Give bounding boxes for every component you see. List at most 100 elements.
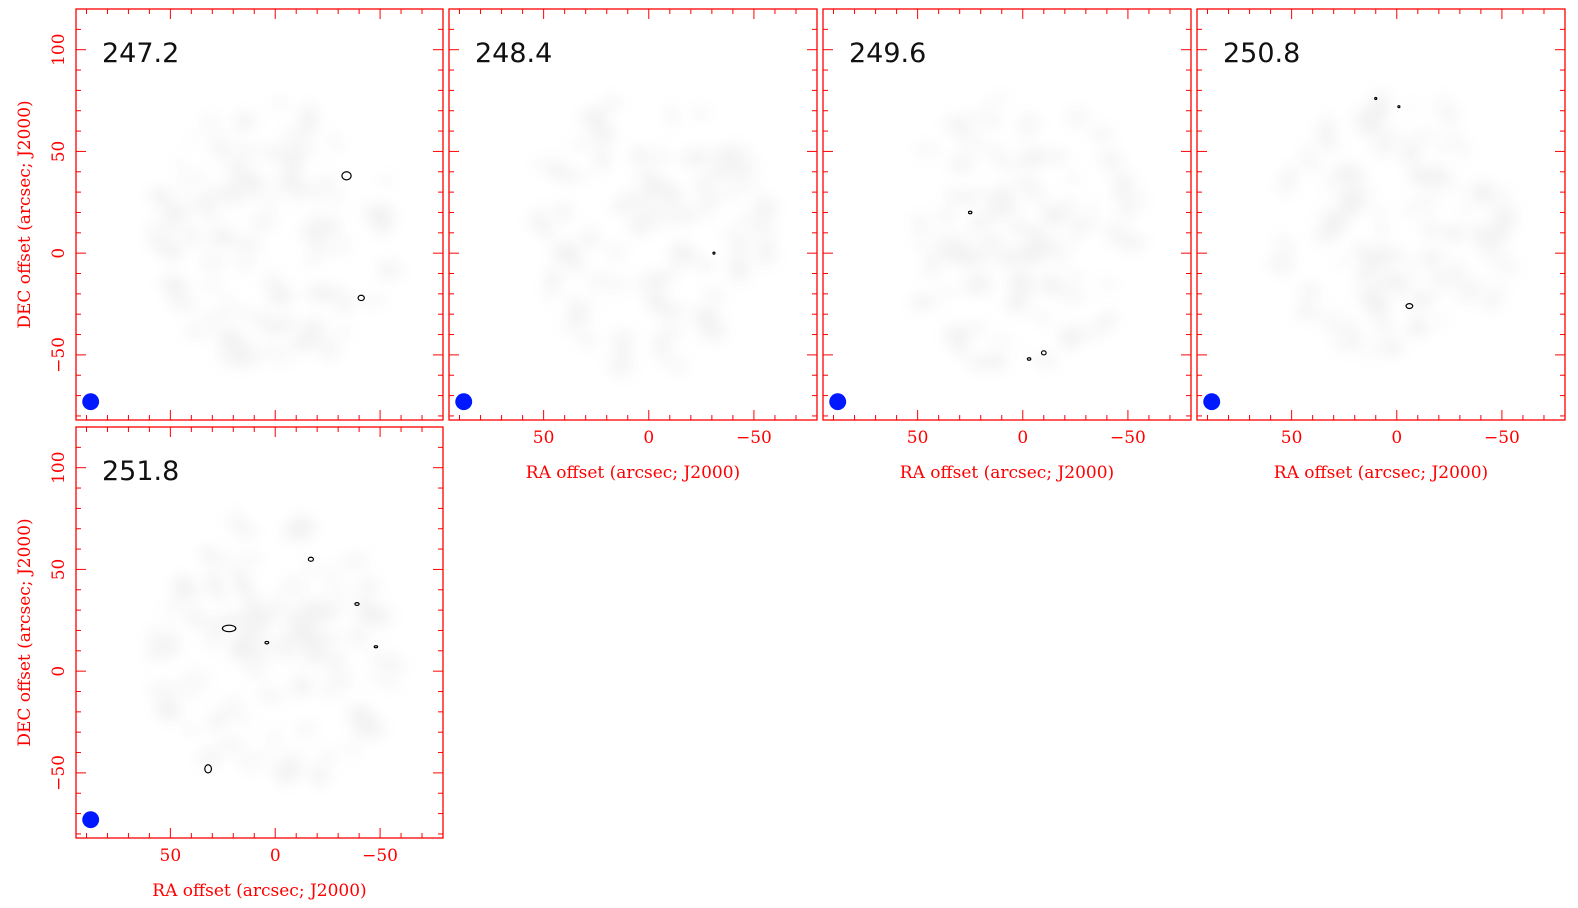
noise-blob	[674, 207, 694, 225]
noise-blob	[707, 189, 718, 210]
noise-blob	[1400, 142, 1420, 165]
noise-blob	[249, 179, 262, 202]
noise-blob	[979, 190, 1005, 199]
noise-blob	[281, 315, 296, 330]
noise-blob	[995, 202, 1021, 216]
noise-blob	[1442, 109, 1456, 125]
noise-blob	[1419, 220, 1443, 237]
y-tick-label: 50	[49, 559, 69, 581]
noise-field	[1268, 90, 1521, 359]
noise-blob	[691, 203, 713, 218]
noise-blob	[1066, 173, 1079, 182]
noise-blob	[969, 322, 987, 332]
noise-blob	[958, 156, 974, 171]
noise-blob	[210, 630, 221, 645]
noise-blob	[1407, 319, 1429, 337]
panel-frequency-label: 250.8	[1223, 38, 1300, 69]
noise-blob	[1002, 161, 1027, 170]
noise-blob	[1402, 103, 1422, 112]
noise-blob	[265, 314, 276, 337]
noise-blob	[607, 245, 627, 260]
noise-blob	[1313, 309, 1342, 320]
contour	[204, 764, 213, 774]
noise-blob	[695, 261, 716, 271]
noise-blob	[912, 214, 929, 234]
contour	[373, 645, 379, 649]
noise-blob	[1409, 290, 1437, 304]
noise-blob	[1268, 253, 1295, 275]
noise-blob	[693, 307, 722, 326]
panel-ticks	[823, 8, 1192, 420]
noise-blob	[963, 273, 992, 295]
noise-blob	[310, 186, 323, 198]
noise-blob	[320, 749, 336, 764]
x-tick-label: 50	[160, 846, 182, 866]
noise-blob	[333, 295, 354, 314]
noise-blob	[1329, 211, 1356, 221]
panel-frame	[822, 8, 1192, 421]
noise-blob	[658, 356, 669, 365]
noise-blob	[298, 722, 315, 736]
noise-blob	[670, 249, 685, 270]
noise-blob	[667, 113, 679, 129]
y-tick-label: −50	[49, 755, 69, 791]
noise-blob	[230, 567, 248, 581]
noise-blob	[243, 592, 261, 612]
noise-blob	[581, 227, 598, 248]
noise-blob	[568, 260, 584, 272]
beam-ellipse	[82, 393, 100, 411]
noise-blob	[636, 170, 653, 180]
noise-blob	[1014, 276, 1039, 297]
noise-blob	[561, 325, 581, 337]
noise-blob	[1090, 128, 1113, 140]
contour	[1026, 357, 1032, 361]
noise-blob	[182, 668, 200, 685]
noise-blob	[1047, 214, 1061, 225]
noise-blob	[1348, 330, 1360, 346]
noise-blob	[1357, 342, 1384, 359]
noise-blob	[1322, 317, 1343, 336]
noise-blob	[200, 202, 219, 222]
noise-blob	[1314, 211, 1334, 222]
beam-ellipse	[829, 393, 847, 411]
noise-blob	[981, 113, 1002, 128]
noise-blob	[265, 744, 278, 762]
noise-blob	[1361, 248, 1389, 269]
noise-blob	[187, 134, 201, 144]
noise-blob	[1372, 207, 1386, 217]
noise-field	[910, 94, 1149, 372]
noise-blob	[380, 173, 392, 187]
noise-blob	[644, 175, 668, 194]
noise-blob	[386, 678, 399, 689]
noise-blob	[163, 205, 183, 224]
noise-blob	[1491, 187, 1512, 201]
noise-blob	[582, 296, 602, 307]
noise-blob	[225, 510, 246, 530]
noise-blob	[649, 206, 677, 221]
noise-blob	[1454, 288, 1480, 304]
noise-blob	[1024, 241, 1049, 263]
noise-blob	[242, 553, 261, 564]
noise-blob	[1487, 281, 1508, 301]
noise-blob	[756, 255, 769, 268]
noise-blob	[237, 305, 256, 320]
noise-blob	[967, 355, 994, 369]
noise-blob	[714, 148, 738, 170]
noise-blob	[944, 185, 961, 206]
noise-blob	[256, 687, 284, 704]
noise-blob	[595, 126, 615, 145]
noise-blob	[269, 595, 287, 613]
noise-blob	[218, 308, 238, 317]
noise-blob	[350, 626, 364, 643]
noise-blob	[1482, 249, 1507, 266]
noise-blob	[1070, 218, 1096, 231]
noise-blob	[629, 214, 650, 236]
noise-blob	[324, 667, 353, 686]
noise-blob	[1400, 199, 1428, 219]
noise-blob	[1444, 226, 1464, 242]
noise-blob	[956, 247, 968, 266]
noise-blob	[1320, 136, 1339, 153]
noise-blob	[693, 176, 712, 191]
noise-blob	[951, 341, 968, 355]
noise-blob	[1403, 260, 1421, 280]
